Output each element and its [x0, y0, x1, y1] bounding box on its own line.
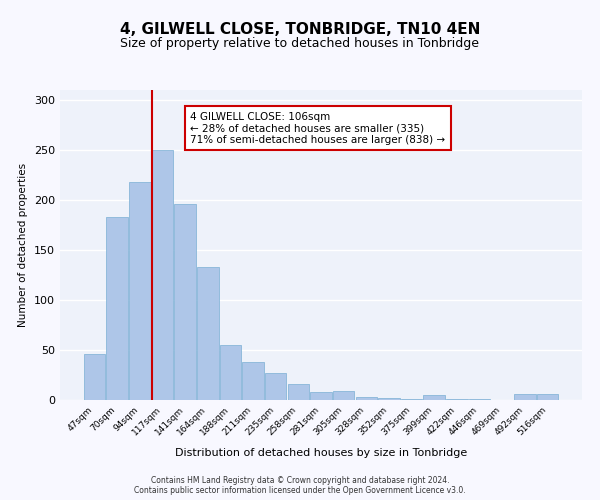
- Bar: [220, 345, 241, 400]
- Bar: [152, 150, 173, 400]
- Bar: [84, 354, 105, 400]
- X-axis label: Distribution of detached houses by size in Tonbridge: Distribution of detached houses by size …: [175, 448, 467, 458]
- Bar: [333, 391, 355, 400]
- Bar: [469, 399, 490, 400]
- Bar: [242, 362, 264, 400]
- Text: Contains HM Land Registry data © Crown copyright and database right 2024.
Contai: Contains HM Land Registry data © Crown c…: [134, 476, 466, 495]
- Y-axis label: Number of detached properties: Number of detached properties: [19, 163, 28, 327]
- Text: 4 GILWELL CLOSE: 106sqm
← 28% of detached houses are smaller (335)
71% of semi-d: 4 GILWELL CLOSE: 106sqm ← 28% of detache…: [191, 112, 446, 145]
- Bar: [537, 394, 558, 400]
- Bar: [514, 394, 536, 400]
- Bar: [310, 392, 332, 400]
- Bar: [106, 217, 128, 400]
- Bar: [197, 267, 218, 400]
- Bar: [287, 384, 309, 400]
- Text: Size of property relative to detached houses in Tonbridge: Size of property relative to detached ho…: [121, 38, 479, 51]
- Bar: [424, 395, 445, 400]
- Bar: [265, 373, 286, 400]
- Bar: [129, 182, 151, 400]
- Bar: [356, 397, 377, 400]
- Bar: [378, 398, 400, 400]
- Text: 4, GILWELL CLOSE, TONBRIDGE, TN10 4EN: 4, GILWELL CLOSE, TONBRIDGE, TN10 4EN: [120, 22, 480, 38]
- Bar: [446, 399, 467, 400]
- Bar: [401, 399, 422, 400]
- Bar: [175, 204, 196, 400]
